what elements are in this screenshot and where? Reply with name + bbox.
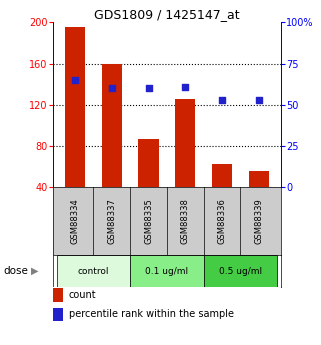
Bar	[175, 99, 195, 187]
Point	[256, 97, 261, 102]
Text: percentile rank within the sample: percentile rank within the sample	[69, 309, 234, 319]
Text: GSM88335: GSM88335	[144, 198, 153, 244]
Text: GSM88336: GSM88336	[218, 198, 227, 244]
Point	[73, 77, 78, 83]
Bar	[56, 255, 130, 287]
Text: dose: dose	[3, 266, 28, 276]
Bar	[53, 308, 63, 321]
Text: ▶: ▶	[30, 266, 38, 276]
Bar	[204, 255, 277, 287]
Text: GSM88339: GSM88339	[254, 198, 263, 244]
Bar	[65, 27, 85, 187]
Point	[183, 84, 188, 89]
Bar	[102, 63, 122, 187]
Bar	[249, 171, 269, 187]
Text: 0.1 ug/ml: 0.1 ug/ml	[145, 267, 188, 276]
Text: 0.5 ug/ml: 0.5 ug/ml	[219, 267, 262, 276]
Bar	[212, 164, 232, 187]
Point	[146, 86, 151, 91]
Text: control: control	[78, 267, 109, 276]
Text: GSM88334: GSM88334	[71, 198, 80, 244]
Bar	[53, 288, 63, 302]
Text: count: count	[69, 290, 97, 300]
Point	[109, 86, 114, 91]
Text: GSM88338: GSM88338	[181, 198, 190, 244]
Text: GSM88337: GSM88337	[107, 198, 116, 244]
Title: GDS1809 / 1425147_at: GDS1809 / 1425147_at	[94, 8, 240, 21]
Bar	[130, 255, 204, 287]
Point	[220, 97, 225, 102]
Bar	[138, 138, 159, 187]
